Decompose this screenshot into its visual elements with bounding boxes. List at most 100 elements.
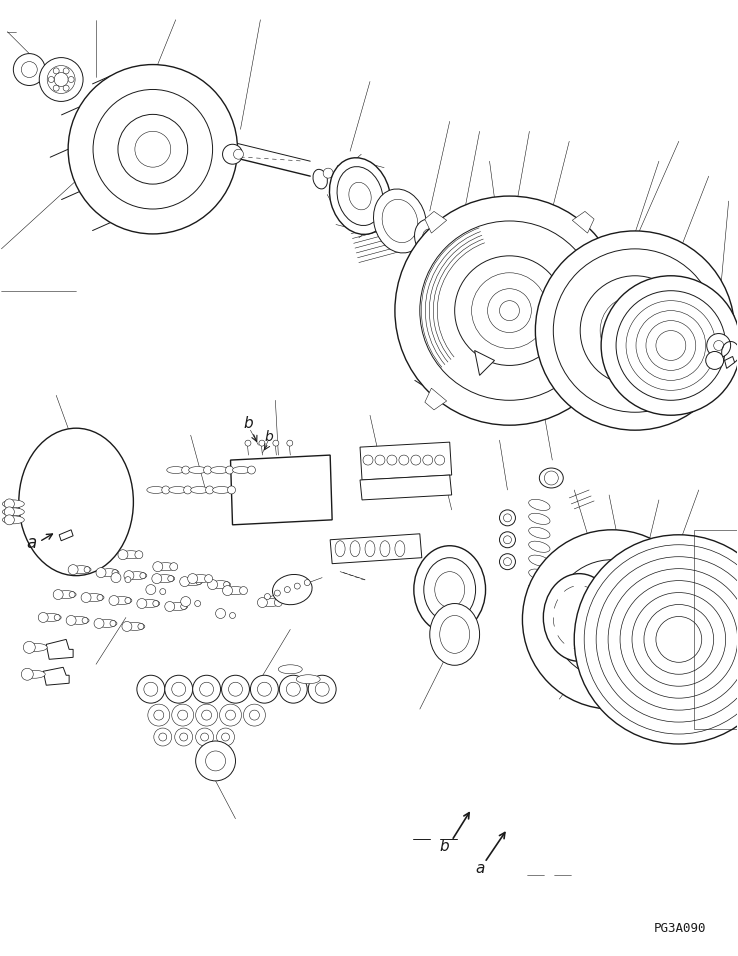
Circle shape [552, 559, 672, 680]
Ellipse shape [71, 566, 91, 574]
Circle shape [523, 530, 702, 709]
Circle shape [38, 613, 48, 622]
Polygon shape [425, 388, 446, 410]
Circle shape [39, 57, 83, 101]
Circle shape [4, 499, 14, 509]
Ellipse shape [424, 557, 475, 621]
Circle shape [275, 598, 283, 606]
Ellipse shape [296, 675, 320, 684]
Circle shape [159, 733, 167, 741]
Circle shape [162, 486, 170, 494]
Circle shape [601, 275, 738, 415]
Circle shape [206, 486, 213, 494]
Circle shape [455, 256, 565, 365]
Circle shape [137, 675, 165, 704]
Circle shape [323, 168, 333, 178]
Circle shape [112, 570, 118, 576]
Circle shape [172, 705, 193, 726]
Ellipse shape [19, 428, 134, 576]
Circle shape [94, 619, 104, 628]
Circle shape [24, 641, 35, 653]
Circle shape [636, 311, 706, 380]
Circle shape [144, 683, 158, 696]
Ellipse shape [528, 583, 550, 595]
Circle shape [233, 149, 244, 160]
Circle shape [286, 683, 300, 696]
Polygon shape [230, 455, 332, 525]
Circle shape [620, 580, 737, 698]
Ellipse shape [415, 219, 445, 256]
Circle shape [53, 68, 59, 74]
Circle shape [21, 668, 33, 681]
Circle shape [395, 196, 624, 425]
Circle shape [53, 85, 59, 91]
Circle shape [608, 569, 738, 710]
Text: b: b [244, 416, 253, 431]
Circle shape [97, 595, 103, 600]
Circle shape [124, 571, 134, 580]
Ellipse shape [484, 254, 519, 297]
Polygon shape [46, 640, 73, 660]
Circle shape [196, 728, 213, 746]
Circle shape [21, 61, 37, 77]
Circle shape [465, 228, 478, 241]
Ellipse shape [528, 597, 550, 608]
Circle shape [387, 455, 397, 465]
Circle shape [146, 585, 156, 595]
Ellipse shape [99, 569, 119, 576]
Polygon shape [330, 533, 422, 564]
Circle shape [165, 601, 175, 612]
Circle shape [223, 586, 232, 596]
Ellipse shape [528, 569, 550, 580]
Text: a: a [26, 533, 36, 552]
Polygon shape [360, 442, 452, 480]
Circle shape [264, 594, 270, 599]
Circle shape [275, 590, 280, 596]
Circle shape [48, 76, 54, 82]
Circle shape [646, 320, 696, 370]
Ellipse shape [313, 169, 328, 189]
Ellipse shape [168, 602, 187, 611]
Circle shape [140, 573, 146, 578]
Ellipse shape [56, 591, 76, 598]
Circle shape [435, 455, 445, 465]
Polygon shape [425, 211, 446, 233]
Circle shape [69, 592, 75, 598]
Ellipse shape [213, 487, 230, 493]
Circle shape [193, 675, 221, 704]
Ellipse shape [423, 229, 437, 247]
Circle shape [375, 455, 385, 465]
Ellipse shape [190, 487, 209, 493]
Circle shape [82, 618, 88, 623]
Ellipse shape [155, 563, 176, 571]
Circle shape [472, 272, 548, 349]
Ellipse shape [395, 541, 405, 556]
Circle shape [4, 515, 14, 525]
Circle shape [137, 598, 147, 609]
Circle shape [445, 271, 458, 284]
Circle shape [135, 131, 170, 167]
Circle shape [250, 675, 278, 704]
Circle shape [245, 440, 251, 446]
Circle shape [656, 617, 702, 663]
Circle shape [181, 597, 190, 606]
Circle shape [438, 236, 452, 250]
Circle shape [584, 545, 738, 734]
Ellipse shape [210, 467, 229, 473]
Text: a: a [475, 861, 484, 876]
Circle shape [196, 741, 235, 781]
Circle shape [258, 598, 267, 607]
Circle shape [125, 576, 131, 582]
Circle shape [500, 301, 520, 320]
Circle shape [500, 510, 515, 526]
Ellipse shape [69, 617, 89, 624]
Circle shape [226, 466, 233, 474]
Circle shape [221, 733, 230, 741]
Ellipse shape [183, 577, 203, 586]
Circle shape [182, 466, 190, 474]
Circle shape [13, 54, 45, 85]
Circle shape [184, 486, 192, 494]
Text: PG3A090: PG3A090 [654, 922, 706, 935]
Ellipse shape [435, 572, 465, 607]
Circle shape [135, 551, 143, 558]
